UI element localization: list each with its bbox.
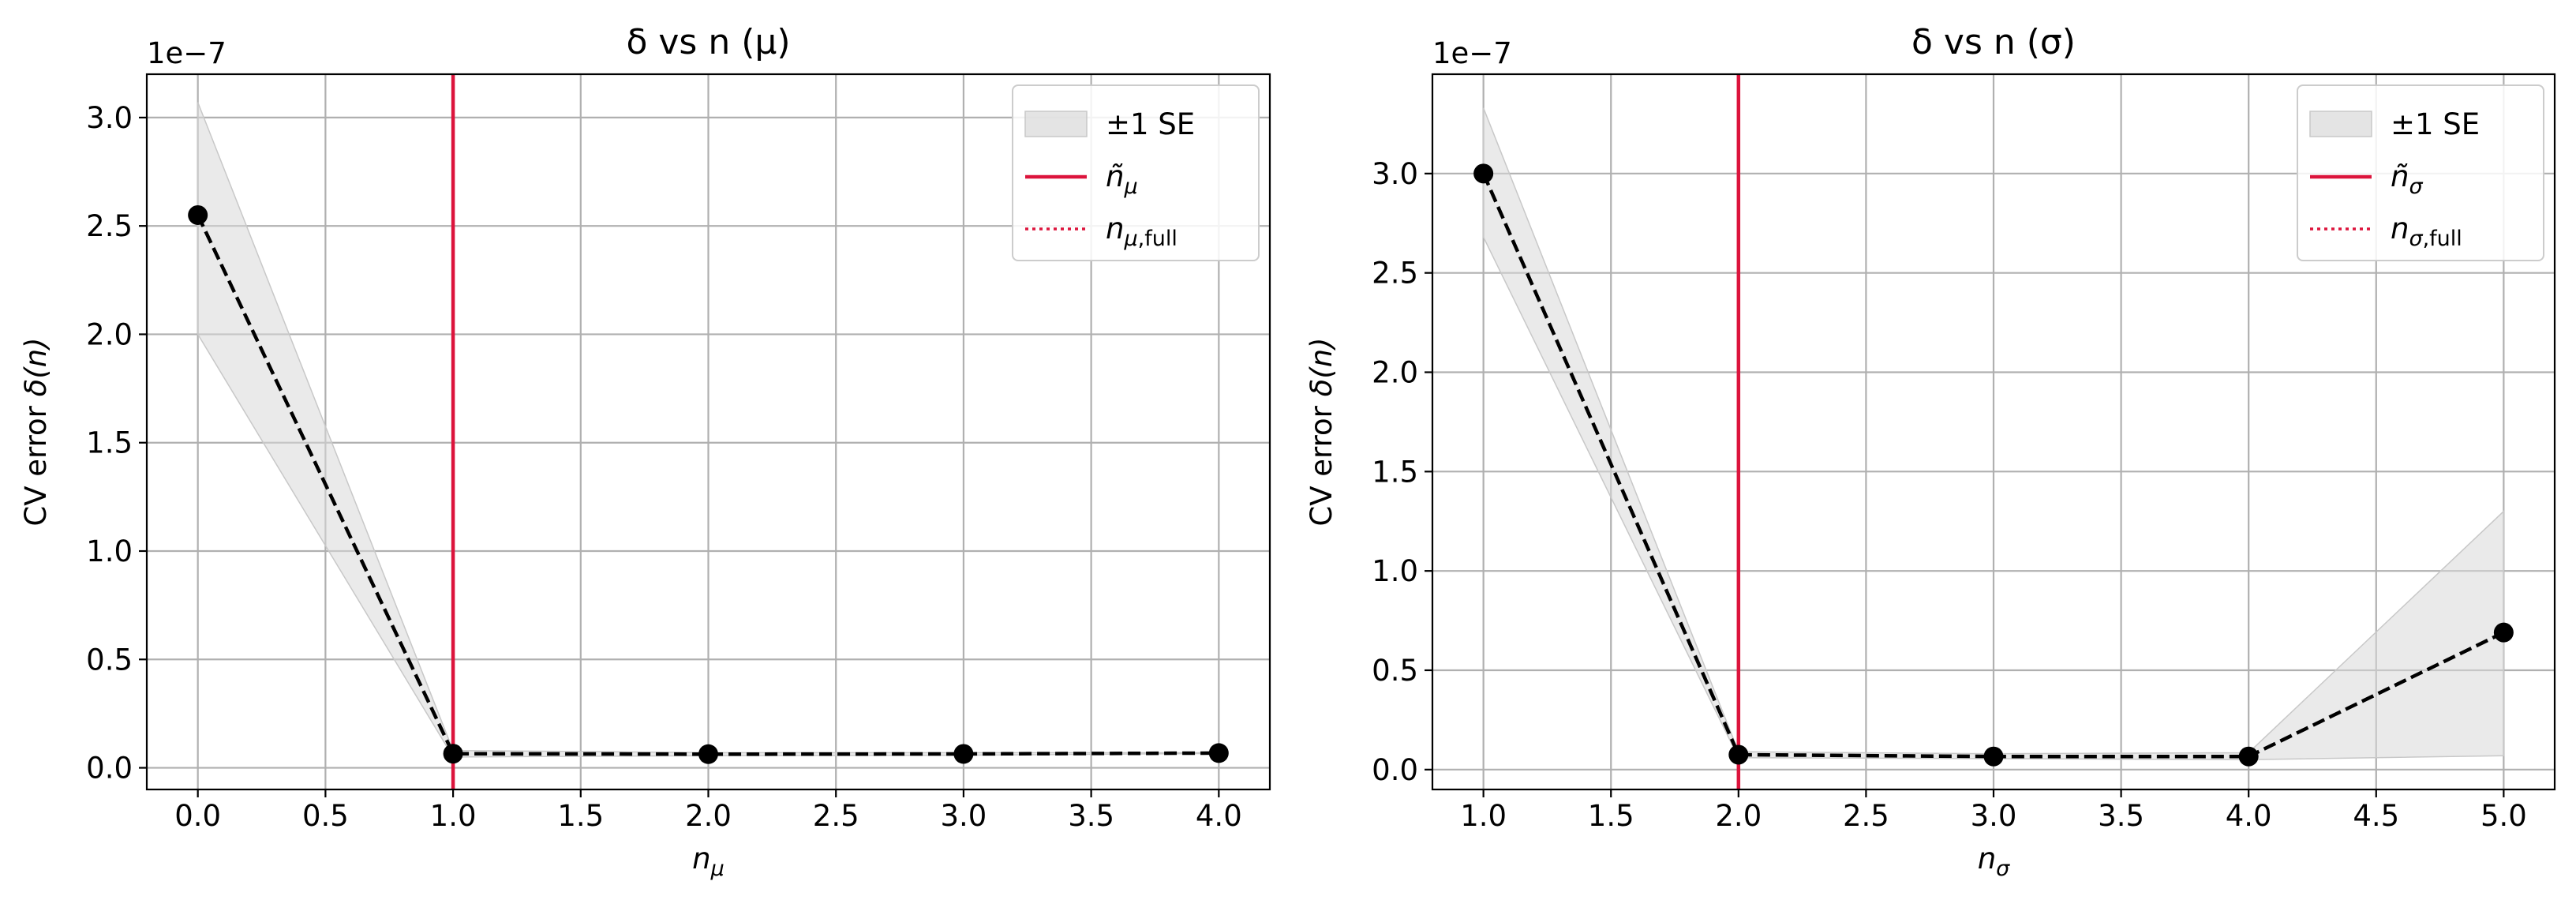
y-tick-label: 1.0 (1372, 554, 1418, 588)
chart-2: 1.0 1.5 2.0 2.5 3.0 3.5 4.0 4.5 5.0 0.0 0.5 1.0 1.5 2… (1305, 22, 2556, 881)
data-point (2493, 622, 2514, 643)
legend-se-swatch (2309, 111, 2372, 137)
legend-tilde-label: ñμ (1106, 159, 1138, 199)
x-tick-label: 1.0 (1460, 799, 1507, 833)
y-tick-label: 1.5 (86, 426, 133, 460)
series-line (196, 214, 1219, 756)
x-tick-label: 3.5 (1068, 799, 1114, 833)
y-tick-label: 2.5 (86, 209, 133, 243)
x-tick-label: 3.5 (2098, 799, 2144, 833)
x-axis-label: nμ (692, 842, 724, 881)
x-tick-label: 1.5 (1588, 799, 1634, 833)
x-tick-label: 1.0 (430, 799, 477, 833)
legend-full-label: nσ,full (2391, 212, 2462, 251)
data-point (1473, 163, 1494, 184)
data-point (1983, 746, 2004, 767)
legend-full-label: nμ,full (1106, 212, 1178, 251)
x-axis-label: nσ (1978, 842, 2010, 881)
chart-1: 0.0 0.5 1.0 1.5 2.0 2.5 3.0 3.5 4.0 0.0 0.5 1.0 1.5 2… (19, 22, 1271, 881)
x-tick-label: 0.5 (302, 799, 349, 833)
y-tick-label: 0.0 (86, 752, 133, 786)
x-tick-label: 5.0 (2481, 799, 2527, 833)
data-point (2238, 746, 2259, 767)
y-tick-label: 3.0 (1372, 157, 1418, 191)
legend-se-label: ±1 SE (2391, 107, 2480, 141)
chart-title: δ vs n (σ) (1911, 22, 2076, 62)
y-tick-label: 2.0 (1372, 356, 1418, 390)
x-tick-label: 3.0 (940, 799, 987, 833)
data-point (188, 204, 208, 225)
y-axis-label: CV error δ(n) (1305, 337, 1339, 526)
y-tick-label: 1.5 (1372, 455, 1418, 489)
legend: ±1 SE ñμ nμ,full (1012, 84, 1260, 261)
legend-tilde-label: ñσ (2391, 159, 2423, 199)
y-offset-label: 1e−7 (1432, 36, 1512, 70)
chart-title: δ vs n (μ) (626, 22, 790, 62)
x-tick-label: 4.0 (1196, 799, 1242, 833)
data-point (1208, 743, 1229, 763)
data-point (443, 744, 463, 764)
data-point (953, 744, 974, 764)
legend-se-swatch (1024, 111, 1088, 137)
se-band (1482, 107, 2505, 761)
y-tick-label: 2.5 (1372, 257, 1418, 291)
x-tick-label: 2.5 (1843, 799, 1889, 833)
legend: ±1 SE ñσ nσ,full (2297, 84, 2544, 261)
x-tick-label: 4.0 (2226, 799, 2272, 833)
x-tick-label: 0.0 (174, 799, 221, 833)
y-tick-label: 0.5 (1372, 654, 1418, 688)
x-tick-label: 3.0 (1971, 799, 2017, 833)
y-offset-label: 1e−7 (147, 36, 227, 70)
data-point (1728, 744, 1749, 765)
y-tick-label: 1.0 (86, 534, 133, 568)
y-tick-label: 0.0 (1372, 753, 1418, 787)
x-tick-label: 2.0 (1715, 799, 1762, 833)
x-tick-label: 1.5 (557, 799, 604, 833)
legend-se-label: ±1 SE (1106, 107, 1195, 141)
y-tick-label: 0.5 (86, 643, 133, 677)
x-tick-label: 2.5 (813, 799, 859, 833)
y-tick-label: 2.0 (86, 317, 133, 351)
x-tick-label: 2.0 (685, 799, 732, 833)
x-tick-label: 4.5 (2353, 799, 2399, 833)
y-tick-label: 3.0 (86, 101, 133, 135)
y-axis-label: CV error δ(n) (19, 337, 53, 526)
data-point (698, 744, 718, 764)
